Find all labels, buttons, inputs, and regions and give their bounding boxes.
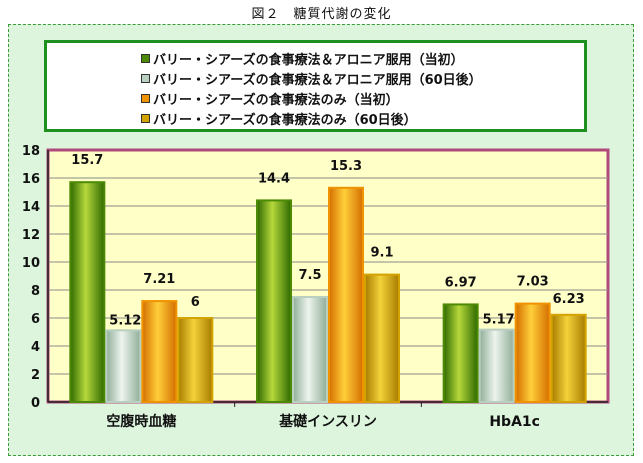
data-label: 6.97 (445, 275, 477, 290)
category-label: HbA1c (489, 414, 540, 430)
legend-swatch (141, 113, 150, 123)
y-tick-label: 12 (22, 228, 40, 243)
legend-swatch (141, 73, 150, 83)
y-tick-label: 0 (31, 396, 40, 411)
y-tick-label: 8 (31, 284, 40, 299)
legend-label: バリー・シアーズの食事療法のみ（当初） (153, 92, 399, 108)
category-label: 空腹時血糖 (106, 413, 176, 430)
bar-series-1 (256, 199, 292, 403)
legend-item: バリー・シアーズの食事療法＆アロニア服用（60日後） (141, 68, 584, 88)
legend-item: バリー・シアーズの食事療法のみ（当初） (141, 88, 584, 108)
legend-label: バリー・シアーズの食事療法のみ（60日後） (153, 112, 417, 128)
data-label: 6 (191, 295, 200, 310)
y-tick-label: 10 (22, 256, 40, 271)
bar-series-3 (141, 300, 178, 403)
figure-title: 図２ 糖質代謝の変化 (251, 7, 392, 22)
data-label: 9.1 (370, 246, 393, 261)
y-tick-label: 14 (22, 200, 40, 215)
bar-series-1 (442, 303, 479, 404)
y-tick-label: 16 (22, 172, 40, 187)
bar-series-1 (69, 181, 106, 403)
y-tick-label: 6 (31, 312, 40, 327)
category-label: 基礎インスリン (279, 413, 377, 430)
data-label: 7.5 (298, 268, 321, 283)
data-label: 15.7 (71, 153, 103, 168)
bar-series-2 (105, 329, 142, 404)
data-label: 14.4 (258, 171, 290, 186)
bar-series-2 (292, 296, 328, 403)
data-label: 5.17 (483, 313, 515, 328)
data-label: 15.3 (330, 159, 362, 174)
legend-label: バリー・シアーズの食事療法＆アロニア服用（当初） (153, 52, 464, 68)
data-label: 7.03 (517, 275, 549, 290)
bar-series-3 (328, 186, 364, 403)
legend-swatch (141, 93, 150, 103)
legend-item: バリー・シアーズの食事療法のみ（60日後） (141, 108, 584, 128)
bar-series-4 (177, 317, 214, 403)
bar-series-3 (514, 302, 551, 403)
data-label: 6.23 (553, 292, 585, 307)
legend-swatch (141, 53, 150, 63)
bar-series-4 (550, 313, 587, 403)
chart-legend: バリー・シアーズの食事療法＆アロニア服用（当初） バリー・シアーズの食事療法＆アロ… (44, 40, 587, 132)
legend-item: バリー・シアーズの食事療法＆アロニア服用（当初） (141, 48, 584, 68)
y-tick-label: 4 (31, 340, 40, 355)
bar-series-2 (478, 328, 515, 403)
data-label: 7.21 (143, 272, 175, 287)
legend-label: バリー・シアーズの食事療法＆アロニア服用（60日後） (153, 72, 482, 88)
y-tick-label: 2 (31, 368, 40, 383)
data-label: 5.12 (109, 313, 141, 328)
y-tick-label: 18 (22, 144, 40, 159)
bar-series-4 (364, 273, 400, 404)
